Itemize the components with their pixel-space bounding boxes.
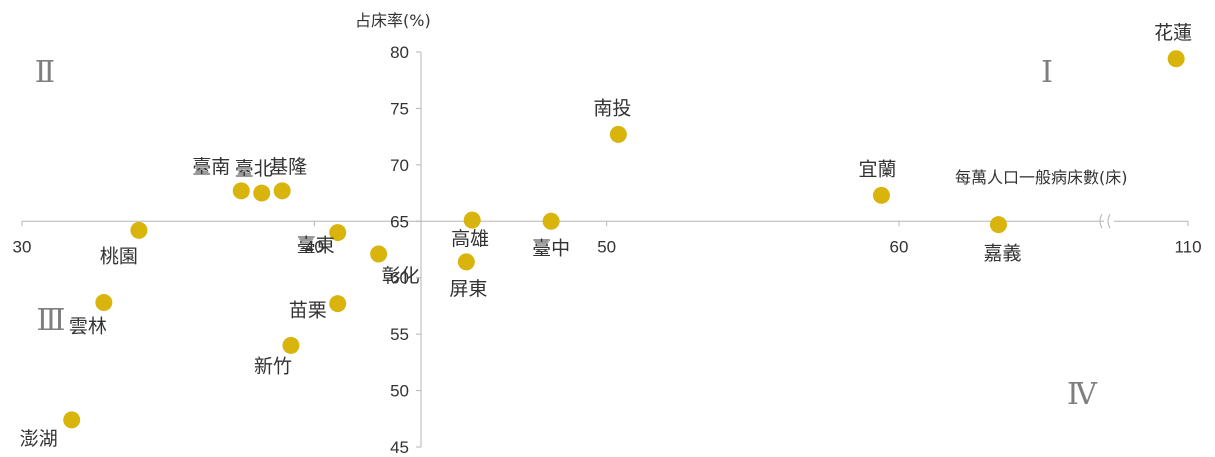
data-point bbox=[253, 184, 271, 202]
data-point bbox=[457, 253, 475, 271]
data-point bbox=[130, 221, 148, 239]
data-points bbox=[63, 50, 1185, 429]
x-tick-label: 30 bbox=[13, 237, 32, 256]
point-label: 臺中 bbox=[532, 237, 570, 259]
point-label: 彰化 bbox=[382, 265, 420, 287]
quadrant-labels: Ⅰ Ⅱ Ⅲ Ⅳ bbox=[35, 55, 1098, 412]
point-label: 南投 bbox=[593, 97, 631, 119]
data-point bbox=[1167, 50, 1185, 68]
quadrant-label: Ⅳ bbox=[1067, 377, 1098, 412]
point-label: 花蓮 bbox=[1154, 22, 1192, 44]
x-tick-label: 50 bbox=[597, 237, 616, 256]
point-label: 桃園 bbox=[100, 245, 138, 267]
point-label: 臺東 bbox=[297, 235, 335, 257]
y-tick-label: 75 bbox=[390, 99, 409, 118]
data-point bbox=[542, 212, 560, 230]
point-label: 澎湖 bbox=[20, 428, 58, 450]
point-label: 新竹 bbox=[254, 355, 292, 377]
quadrant-label: Ⅲ bbox=[37, 303, 66, 338]
quadrant-label: Ⅱ bbox=[35, 55, 55, 90]
y-tick-labels: 45 50 55 60 65 70 75 80 bbox=[390, 43, 409, 457]
axis-break-mark bbox=[1099, 214, 1111, 229]
point-label: 高雄 bbox=[451, 228, 489, 250]
y-tick-label: 65 bbox=[390, 212, 409, 231]
data-point bbox=[872, 186, 890, 204]
x-tick-label: 60 bbox=[890, 237, 909, 256]
point-label: 苗栗 bbox=[289, 300, 327, 322]
y-tick-label: 55 bbox=[390, 325, 409, 344]
data-point bbox=[282, 336, 300, 354]
data-point bbox=[329, 295, 347, 313]
data-point bbox=[95, 294, 113, 312]
point-label: 屏東 bbox=[449, 278, 487, 300]
y-tick-label: 45 bbox=[390, 438, 409, 457]
quadrant-label: Ⅰ bbox=[1041, 55, 1053, 90]
data-point bbox=[232, 182, 250, 200]
point-label: 臺南 bbox=[192, 156, 230, 178]
point-label: 臺北 bbox=[235, 158, 273, 180]
y-tick-label: 50 bbox=[390, 382, 409, 401]
y-tick-label: 80 bbox=[390, 43, 409, 62]
data-point bbox=[463, 211, 481, 229]
data-point bbox=[329, 224, 347, 242]
x-tick-labels: 30 40 50 60 110 bbox=[13, 237, 1202, 256]
y-tick-label: 60 bbox=[390, 269, 409, 288]
y-axis-title: 占床率(%) bbox=[355, 11, 431, 30]
x-axis-title: 每萬人口一般病床數(床) bbox=[955, 168, 1128, 187]
data-point bbox=[609, 125, 627, 143]
data-point bbox=[63, 411, 81, 429]
point-label: 宜蘭 bbox=[858, 158, 896, 180]
point-label: 雲林 bbox=[69, 316, 107, 338]
data-point bbox=[273, 182, 291, 200]
data-point bbox=[370, 245, 388, 263]
data-point bbox=[989, 216, 1007, 234]
axes bbox=[21, 51, 1189, 448]
point-label: 嘉義 bbox=[983, 243, 1021, 265]
x-tick-label: 40 bbox=[305, 237, 324, 256]
y-tick-label: 70 bbox=[390, 156, 409, 175]
x-tick-label: 110 bbox=[1174, 237, 1201, 256]
point-label: 基隆 bbox=[269, 156, 307, 178]
